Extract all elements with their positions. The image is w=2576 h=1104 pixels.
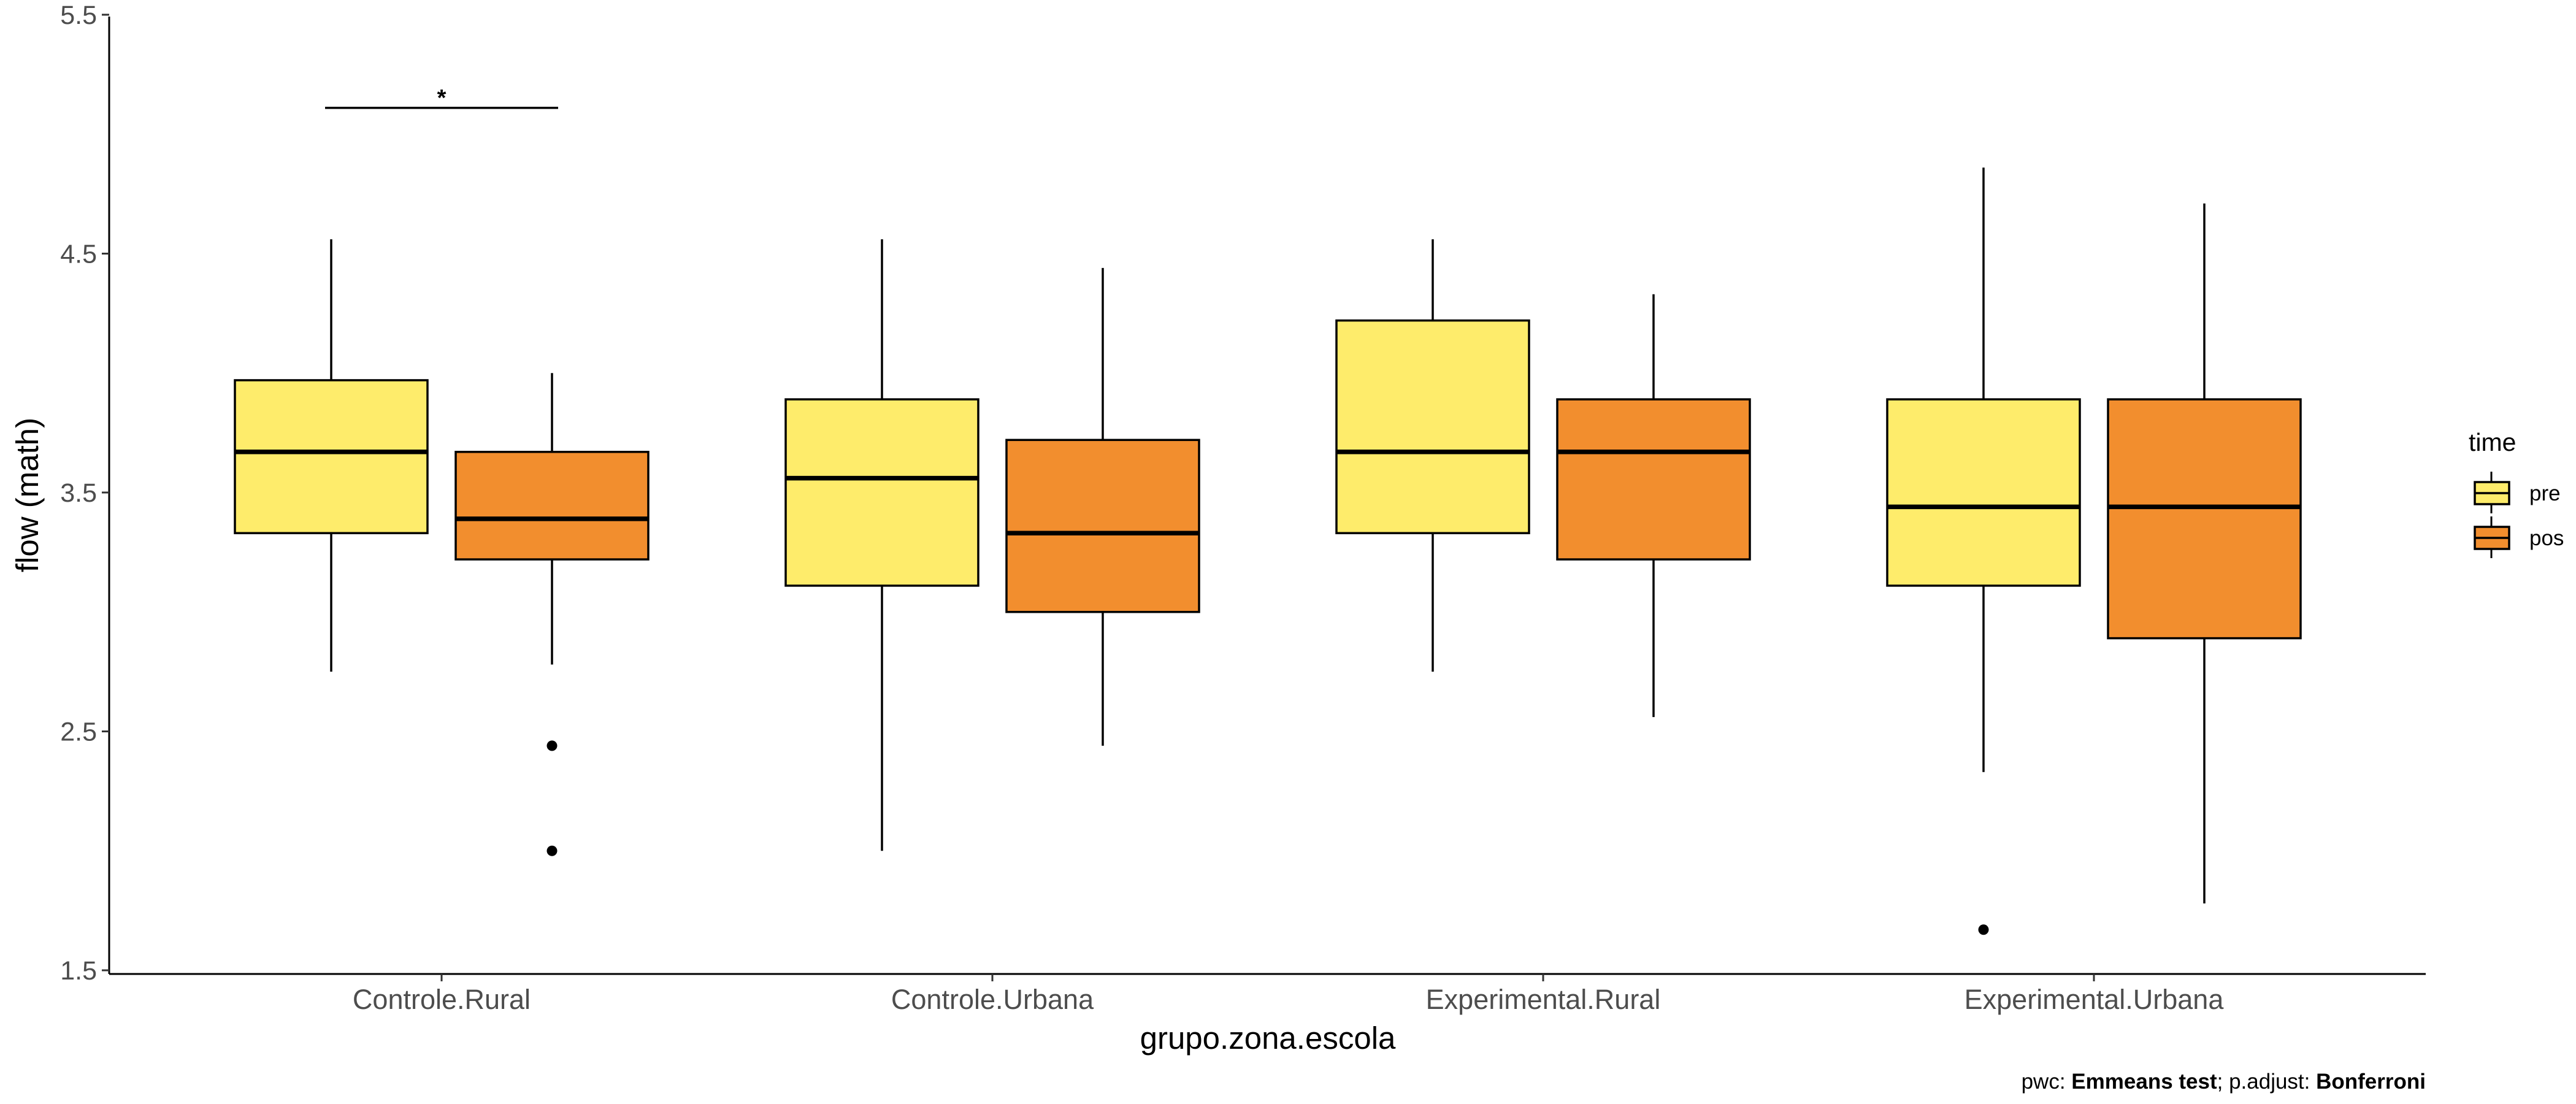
y-tick-label: 3.5 [60, 478, 97, 508]
box-iqr [234, 379, 429, 534]
caption-prefix: pwc: [2022, 1070, 2072, 1094]
box-iqr [784, 398, 979, 587]
box-iqr [1886, 398, 2081, 587]
caption-middle: ; p.adjust: [2217, 1070, 2316, 1094]
box-iqr [1005, 439, 1200, 613]
legend-entry-pre: pre [2474, 472, 2561, 513]
outlier-point [1978, 924, 1989, 935]
caption: pwc: Emmeans test; p.adjust: Bonferroni [2022, 1070, 2426, 1094]
y-tick-label: 5.5 [60, 1, 97, 30]
box-iqr [454, 451, 650, 561]
legend-label: pos [2529, 526, 2564, 550]
plot-area: * [234, 85, 2302, 935]
legend-label: pre [2529, 481, 2561, 505]
x-tick-label: Experimental.Urbana [1965, 984, 2225, 1015]
significance-label: * [437, 85, 447, 111]
x-axis-title: grupo.zona.escola [1140, 1021, 1396, 1056]
box-pos-Controle.Urbana [1005, 267, 1200, 746]
legend-entry-pos: pos [2474, 516, 2564, 558]
box-iqr [1556, 398, 1751, 561]
box-pos-Controle.Rural [454, 373, 650, 856]
x-tick-label: Controle.Rural [353, 984, 531, 1015]
legend: time pre pos [2469, 428, 2564, 558]
caption-method: Bonferroni [2316, 1070, 2426, 1094]
box-pre-Experimental.Urbana [1886, 167, 2081, 935]
caption-test: Emmeans test [2071, 1070, 2217, 1094]
y-tick-label: 4.5 [60, 240, 97, 269]
box-pos-Experimental.Urbana [2107, 203, 2302, 903]
y-tick-label: 2.5 [60, 718, 97, 747]
x-tick-label: Controle.Urbana [891, 984, 1094, 1015]
y-axis-title: flow (math) [10, 418, 45, 572]
box-pre-Controle.Urbana [784, 239, 979, 851]
outlier-point [546, 845, 558, 856]
axes: grupo.zona.escola flow (math) 1.5 2.5 3.5 4… [10, 1, 2426, 1056]
box-iqr [2107, 398, 2302, 640]
x-tick-label: Experimental.Rural [1426, 984, 1661, 1015]
box-pre-Controle.Rural [234, 239, 429, 672]
box-pre-Experimental.Rural [1335, 239, 1530, 672]
box-pos-Experimental.Rural [1556, 294, 1751, 718]
outlier-point [546, 740, 558, 751]
legend-title: time [2469, 428, 2516, 456]
y-tick-label: 1.5 [60, 956, 97, 986]
box-iqr [1335, 319, 1530, 534]
